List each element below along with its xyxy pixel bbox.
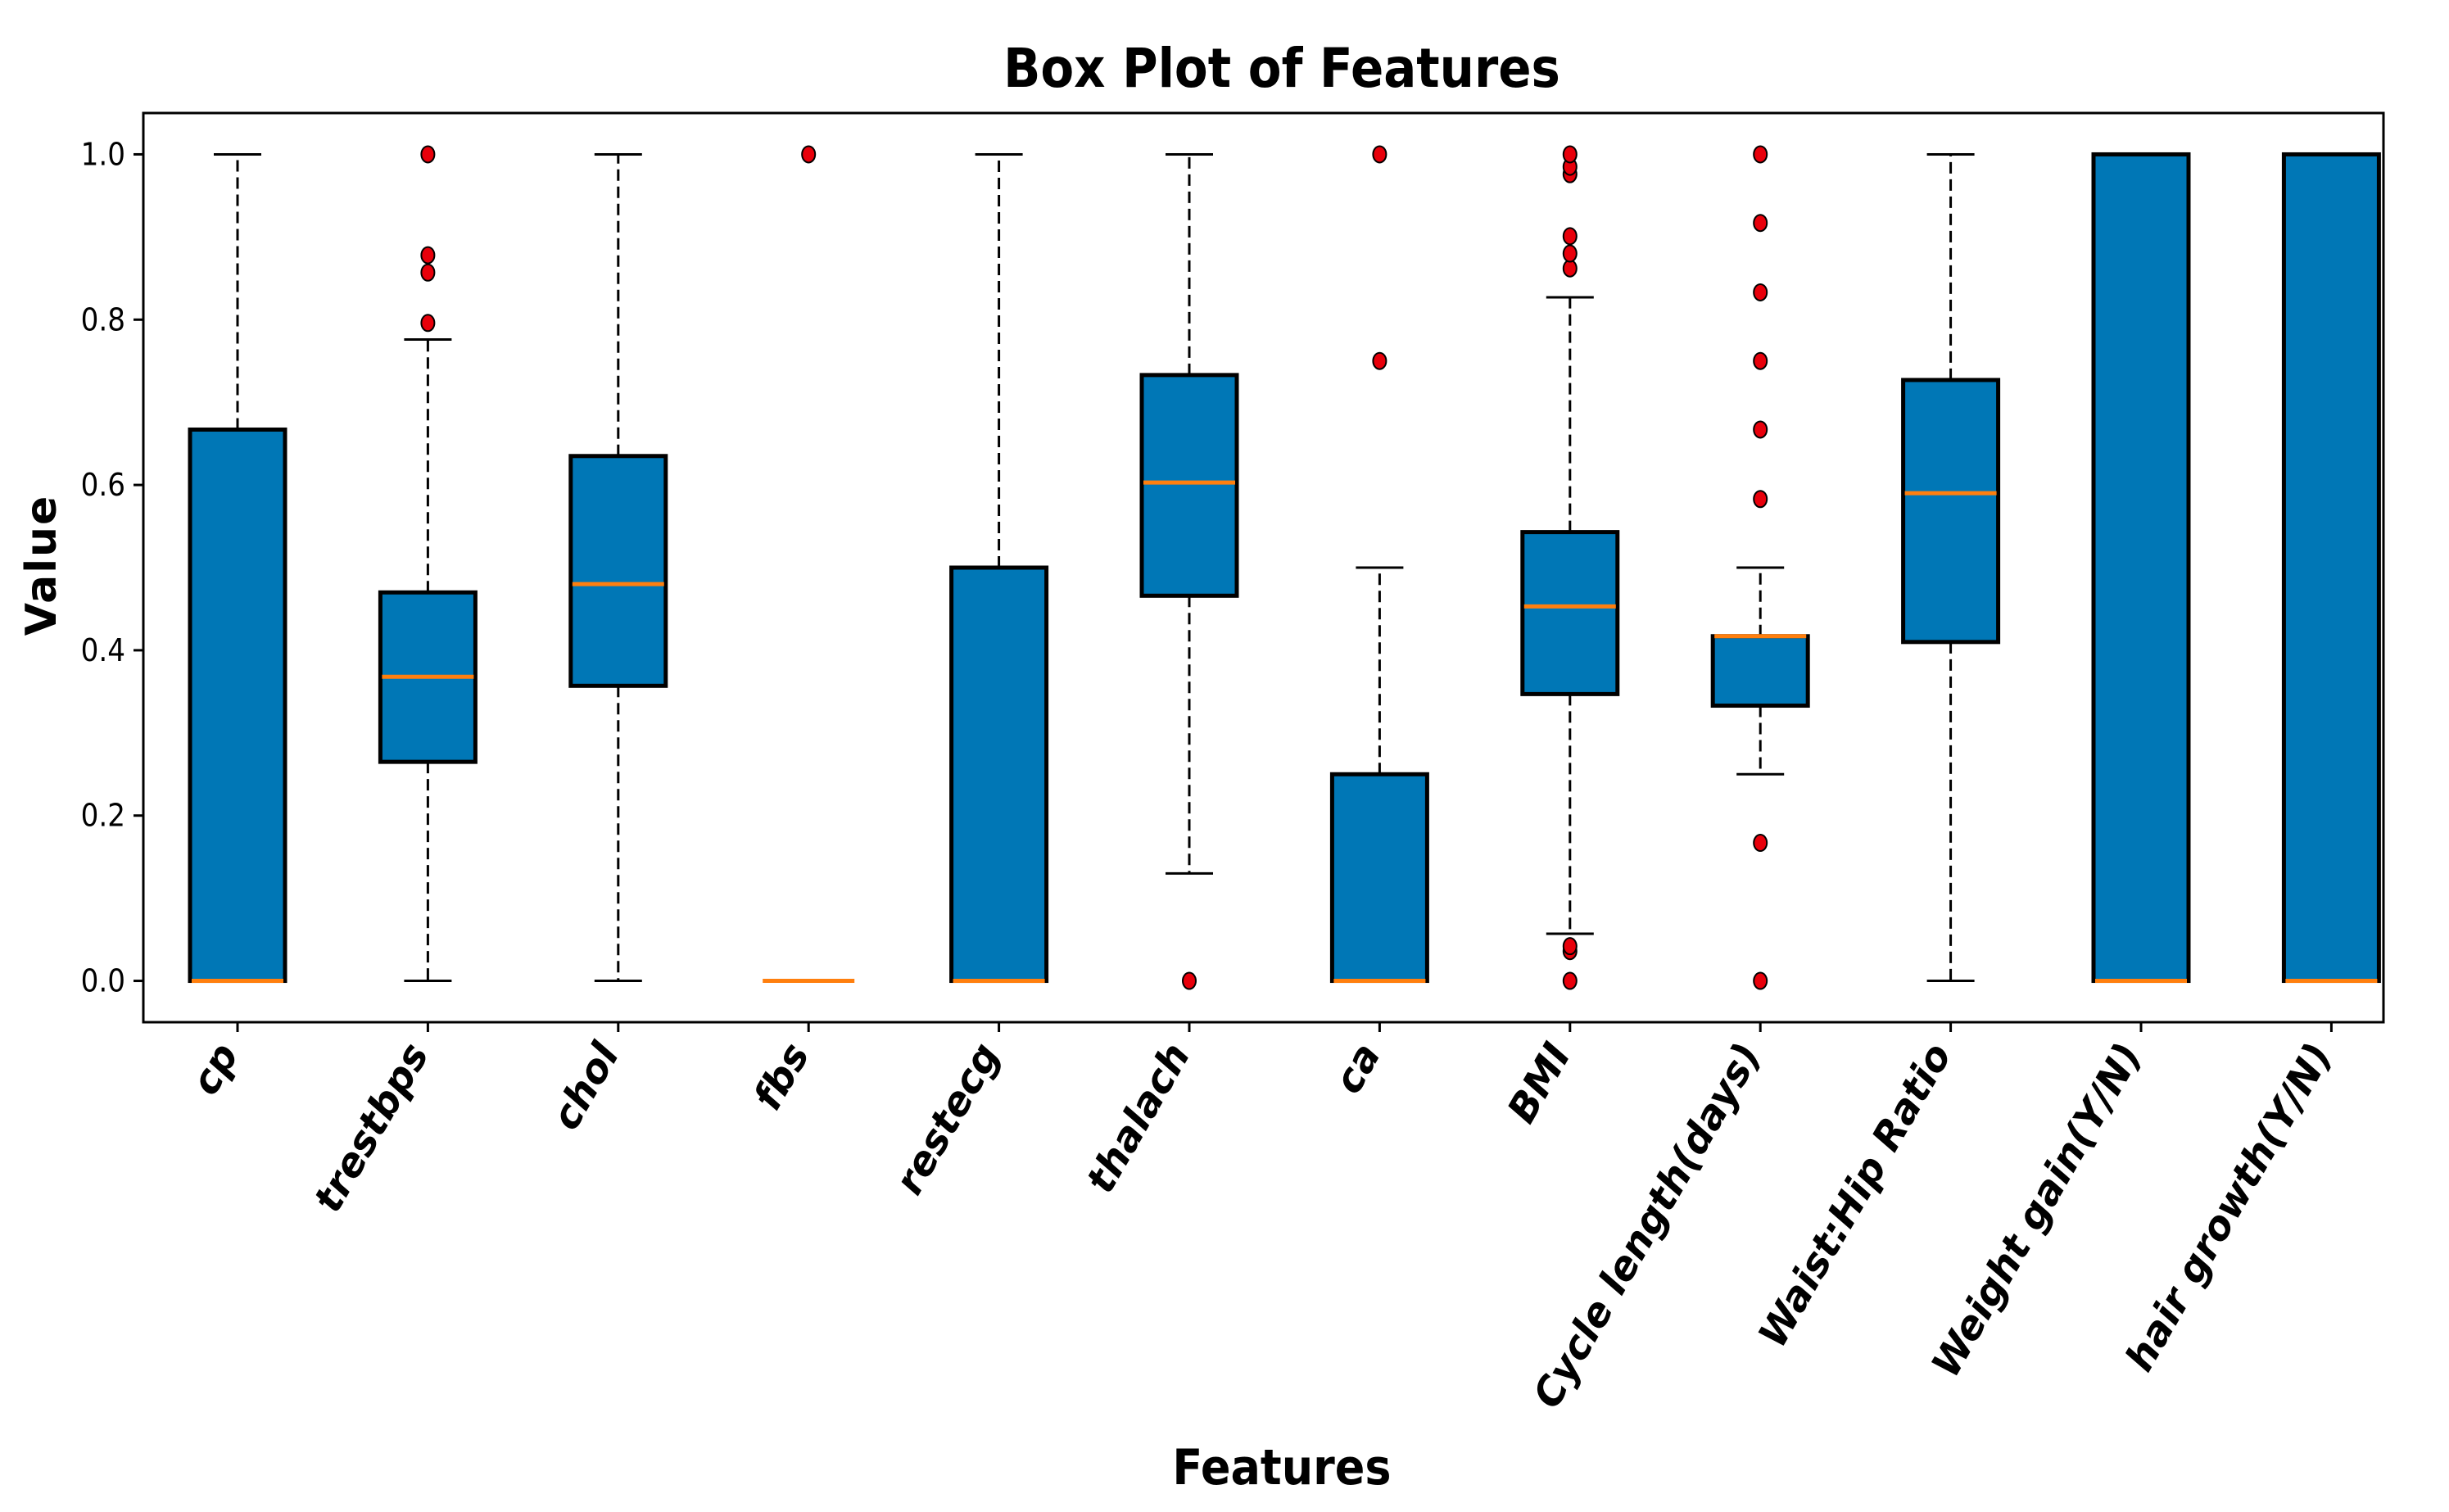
outlier-point [1372, 351, 1387, 370]
x-tick-label: chol [543, 1035, 629, 1139]
box-9 [1901, 152, 2001, 983]
box-body [1329, 772, 1429, 984]
box-2 [568, 152, 668, 983]
box-body [949, 565, 1049, 984]
outlier-point [1562, 937, 1578, 956]
outlier-point [1562, 145, 1578, 164]
y-tick-label: 0.2 [81, 798, 125, 834]
outlier-point [420, 246, 436, 265]
outlier-point [1753, 145, 1768, 164]
x-tick-label: hair growth(Y/N) [2116, 1035, 2342, 1379]
outlier-point [1372, 145, 1387, 164]
outlier-point [1753, 834, 1768, 853]
y-axis-title: Value [17, 495, 66, 636]
outlier-point [1753, 490, 1768, 509]
box-body [1139, 373, 1239, 598]
box-6 [1329, 145, 1429, 984]
box-11 [2281, 152, 2381, 984]
outlier-point [420, 263, 436, 282]
y-tick-label: 1.0 [81, 136, 125, 172]
box-1 [378, 145, 478, 983]
y-tick-label: 0.4 [81, 632, 125, 668]
box-10 [2091, 152, 2191, 984]
x-tick-label: trestbps [305, 1035, 437, 1220]
box-body [2281, 152, 2381, 984]
plot-frame [142, 111, 2385, 1024]
outlier-point [1182, 971, 1197, 990]
outlier-point [420, 145, 436, 164]
box-4 [949, 152, 1049, 984]
x-tick-label: Weight gain(Y/N) [1923, 1035, 2152, 1385]
outlier-point [1753, 283, 1768, 301]
x-tick-label: Cycle length(days) [1524, 1035, 1771, 1416]
box-3 [763, 145, 855, 984]
outlier-point [1562, 971, 1578, 990]
outlier-point [1753, 971, 1768, 990]
outlier-point [1562, 244, 1578, 263]
outlier-point [1562, 259, 1578, 278]
x-tick-label: Waist:Hip Ratio [1750, 1035, 1961, 1356]
x-tick-label: restecg [886, 1035, 1009, 1202]
box-body [1901, 378, 2001, 645]
chart-title: Box Plot of Features [1003, 37, 1560, 100]
outlier-point [1753, 351, 1768, 370]
outlier-point [801, 145, 817, 164]
box-7 [1520, 145, 1620, 990]
outlier-point [1562, 227, 1578, 246]
box-body [2091, 152, 2191, 984]
box-8 [1710, 145, 1810, 990]
y-tick-label: 0.0 [81, 963, 125, 999]
x-axis-title: Features [1172, 1439, 1391, 1496]
box-body [1520, 530, 1620, 696]
x-tick-label: BMI [1499, 1035, 1581, 1131]
y-tick-label: 0.6 [81, 467, 125, 503]
y-tick-label: 0.8 [81, 301, 125, 337]
box-5 [1139, 152, 1239, 990]
outlier-point [1753, 420, 1768, 439]
outlier-point [420, 314, 436, 333]
x-tick-label: thalach [1077, 1035, 1199, 1201]
x-tick-label: fbs [745, 1035, 818, 1118]
plot-area [188, 145, 2381, 990]
box-body [1710, 634, 1810, 708]
box-0 [188, 152, 287, 984]
outlier-point [1753, 214, 1768, 233]
x-tick-label: ca [1325, 1035, 1390, 1102]
box-body [568, 454, 668, 688]
x-tick-label: cp [182, 1035, 247, 1102]
box-body [188, 427, 287, 984]
